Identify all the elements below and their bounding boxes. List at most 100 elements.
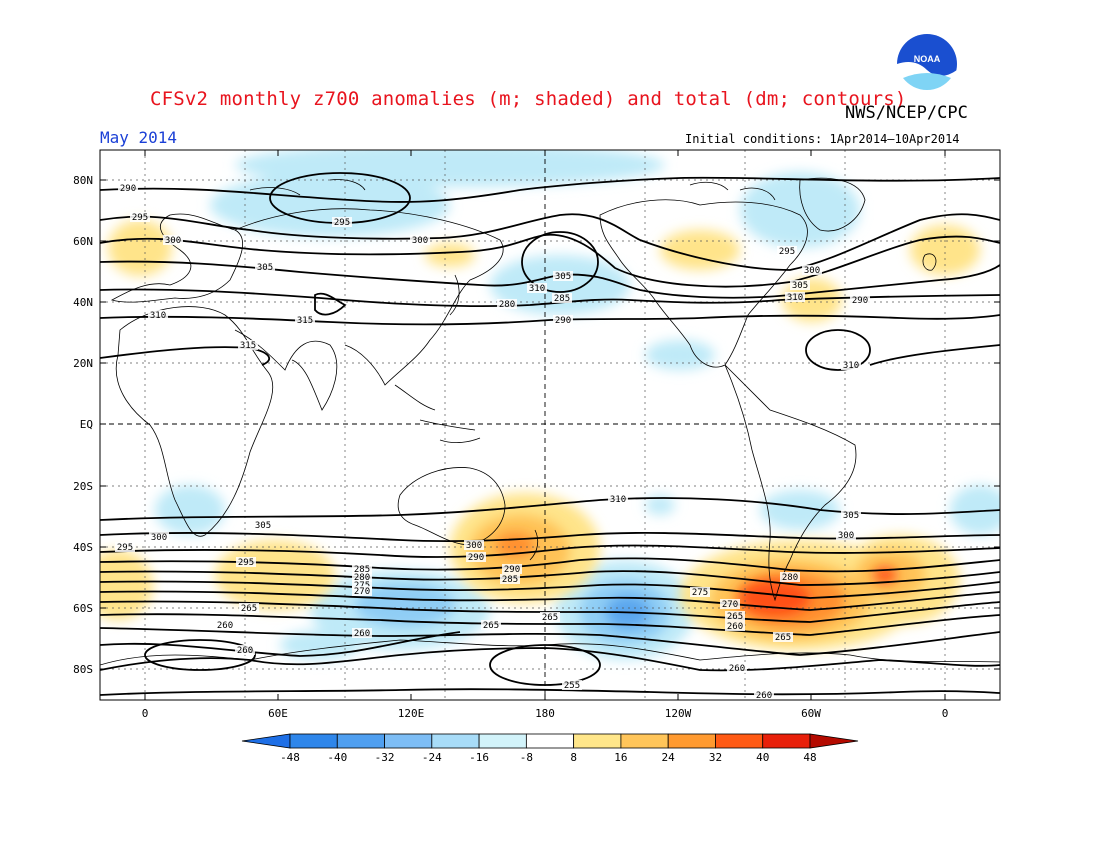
- contour-label: 275: [692, 588, 708, 598]
- contour-label: 265: [542, 613, 558, 623]
- contour-label: 290: [852, 296, 868, 306]
- contour-label: 255: [564, 681, 580, 691]
- lon-tick-label: 60W: [801, 707, 821, 720]
- contour-label: 260: [237, 646, 253, 656]
- contour-label: 300: [151, 533, 167, 543]
- contour-label: 290: [468, 553, 484, 563]
- colorbar-swatch: [384, 733, 433, 749]
- contour-label: 310: [529, 284, 545, 294]
- contour-label: 290: [555, 316, 571, 326]
- height-contours: [100, 172, 1000, 696]
- contour-label: 315: [240, 341, 256, 351]
- contour-label: 305: [255, 521, 271, 531]
- contour-label: 285: [554, 294, 570, 304]
- lat-tick-label: 40S: [73, 541, 93, 554]
- lat-tick-label: EQ: [80, 418, 93, 431]
- colorbar-label: 24: [662, 751, 676, 764]
- lat-tick-label: 80N: [73, 174, 93, 187]
- noaa-logo-icon: NOAA: [896, 34, 957, 98]
- colorbar-swatch: [762, 733, 811, 749]
- contour-label: 260: [354, 629, 370, 639]
- map-frame: [99, 149, 1001, 701]
- contour-label: 310: [150, 311, 166, 321]
- colorbar-swatch: [715, 733, 764, 749]
- contour-label: 280: [499, 300, 515, 310]
- lat-tick-label: 60S: [73, 602, 93, 615]
- colorbar-label: 48: [803, 751, 816, 764]
- contour-label: 300: [466, 541, 482, 551]
- contour-label: 260: [729, 664, 745, 674]
- latitude-axis: 80N 60N 40N 20N EQ 20S 40S 60S 80S: [73, 174, 1000, 676]
- colorbar-swatch: [525, 733, 575, 749]
- contour-label: 285: [354, 565, 370, 575]
- longitude-axis: 0 60E 120E 180 120W 60W 0: [142, 150, 949, 720]
- colorbar-label: 40: [756, 751, 769, 764]
- lat-tick-label: 20N: [73, 357, 93, 370]
- colorbar-label: -32: [375, 751, 395, 764]
- colorbar-swatch: [620, 733, 669, 749]
- contour-label: 265: [483, 621, 499, 631]
- lon-tick-label: 0: [942, 707, 949, 720]
- colorbar-swatch: [667, 733, 716, 749]
- contour-label: 300: [412, 236, 428, 246]
- colorbar: -48 -40 -32 -24 -16 -8 8 16 24 32 40 48: [241, 733, 859, 764]
- contour-label: 265: [775, 633, 791, 643]
- colorbar-label: -16: [469, 751, 489, 764]
- lat-tick-label: 80S: [73, 663, 93, 676]
- lon-tick-label: 60E: [268, 707, 288, 720]
- contour-label: 310: [843, 361, 859, 371]
- colorbar-label: -8: [520, 751, 533, 764]
- contour-label: 315: [297, 316, 313, 326]
- contour-label: 270: [722, 600, 738, 610]
- map-title: CFSv2 monthly z700 anomalies (m; shaded)…: [150, 88, 907, 110]
- contour-label: 260: [217, 621, 233, 631]
- colorbar-swatch: [289, 733, 338, 749]
- contour-label: 280: [354, 573, 370, 583]
- colorbar-label: -24: [422, 751, 442, 764]
- contour-label: 305: [792, 281, 808, 291]
- contour-label: 305: [843, 511, 859, 521]
- colorbar-swatch: [336, 733, 385, 749]
- colorbar-label: -40: [327, 751, 347, 764]
- contour-label: 290: [504, 565, 520, 575]
- contour-label: 300: [165, 236, 181, 246]
- colorbar-label: 8: [570, 751, 577, 764]
- contour-label: 300: [838, 531, 854, 541]
- colorbar-label: -48: [280, 751, 300, 764]
- colorbar-max-arrow: [809, 733, 859, 749]
- colorbar-label: 32: [709, 751, 722, 764]
- contour-label: 265: [241, 604, 257, 614]
- contour-label: 265: [727, 612, 743, 622]
- contour-label: 305: [257, 263, 273, 273]
- contour-label: 295: [117, 543, 133, 553]
- svg-text:NOAA: NOAA: [914, 54, 941, 64]
- lat-tick-label: 60N: [73, 235, 93, 248]
- lon-tick-label: 120E: [398, 707, 425, 720]
- contour-label: 305: [555, 272, 571, 282]
- contour-label: 290: [120, 184, 136, 194]
- contour-label: 295: [334, 218, 350, 228]
- colorbar-swatch: [431, 733, 480, 749]
- colorbar-swatch: [478, 733, 527, 749]
- contour-label: 270: [354, 587, 370, 597]
- contour-label: 295: [779, 247, 795, 257]
- lat-tick-label: 40N: [73, 296, 93, 309]
- contour-label: 310: [787, 293, 803, 303]
- contour-label: 280: [782, 573, 798, 583]
- lat-tick-label: 20S: [73, 480, 93, 493]
- colorbar-swatch: [573, 733, 622, 749]
- colorbar-label: 16: [614, 751, 627, 764]
- equator-dateline: [100, 150, 1000, 700]
- contour-label: 300: [804, 266, 820, 276]
- contour-label: 260: [756, 691, 772, 701]
- lon-tick-label: 0: [142, 707, 149, 720]
- contour-label: 295: [132, 213, 148, 223]
- lon-tick-label: 120W: [665, 707, 692, 720]
- contour-label: 285: [502, 575, 518, 585]
- contour-label: 310: [610, 495, 626, 505]
- colorbar-min-arrow: [241, 733, 291, 749]
- forecast-month: May 2014: [100, 128, 178, 147]
- map-gridlines: [100, 150, 1000, 700]
